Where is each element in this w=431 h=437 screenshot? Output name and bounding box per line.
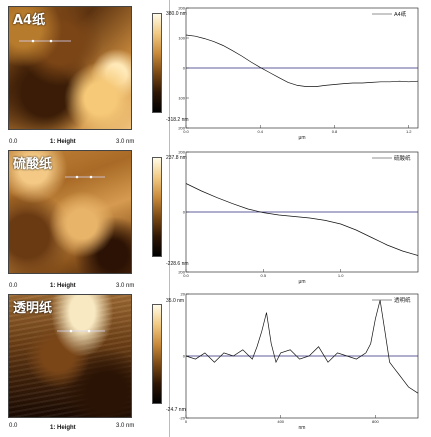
afm-height-image[interactable]: [8, 6, 132, 130]
x-tick-label: 400: [277, 419, 284, 424]
y-tick-label: -200: [178, 126, 186, 131]
afm-height-image[interactable]: [8, 294, 132, 418]
x-tick-label: 0.5: [261, 273, 267, 278]
x-tick-label: 0.4: [257, 129, 263, 134]
x-tick-label: 0.8: [332, 129, 338, 134]
y-tick-label: 20: [181, 292, 186, 297]
height-colorbar: [152, 304, 162, 404]
sample-label: A4纸: [13, 13, 46, 28]
height-colorbar: [152, 157, 162, 257]
x-tick-label: 0.0: [183, 129, 189, 134]
x-tick-label: 0.0: [183, 273, 189, 278]
y-tick-label: 0: [183, 66, 186, 71]
y-tick-label: 100: [178, 36, 185, 41]
x-axis-unit: nm: [299, 425, 306, 431]
afm-channel-label: 1: Height: [50, 425, 76, 431]
x-tick-label: 0: [185, 419, 188, 424]
y-tick-label: 200: [178, 6, 185, 11]
afm-image-frame: 透明纸: [8, 294, 132, 418]
colorbar-max: 35.0 nm: [166, 298, 185, 304]
y-tick-label: 0: [183, 354, 186, 359]
afm-channel-label: 1: Height: [50, 139, 76, 145]
afm-height-image[interactable]: [8, 150, 132, 274]
profile-series-line: [185, 34, 419, 87]
x-axis-unit: μm: [298, 135, 305, 141]
x-tick-label: 1.2: [406, 129, 412, 134]
x-tick-label: 800: [372, 419, 379, 424]
profile-series-line: [185, 183, 419, 256]
afm-axis-start: 0.0: [9, 423, 18, 429]
sample-label: 透明纸: [13, 301, 53, 316]
y-tick-label: -100: [178, 96, 186, 101]
colorbar-max: 380.0 nm: [166, 11, 187, 17]
afm-channel-label: 1: Height: [50, 283, 76, 289]
colorbar-max: 237.8 nm: [166, 155, 187, 161]
profile-line-overlay: [57, 329, 105, 333]
colorbar-min: -318.2 nm: [166, 117, 189, 123]
colorbar-min: -228.6 nm: [166, 261, 189, 267]
legend-label: A4纸: [394, 10, 407, 18]
afm-axis-end: 3.0 nm: [116, 423, 135, 429]
x-axis-unit: μm: [298, 279, 305, 285]
y-tick-label: -200: [178, 270, 186, 275]
profile-series-line: [185, 300, 419, 394]
y-tick-label: 200: [178, 150, 185, 155]
legend-label: 透明纸: [394, 296, 411, 304]
legend-label: 硫酸纸: [394, 154, 411, 162]
colorbar-min: -24.7 nm: [166, 407, 186, 413]
afm-axis-start: 0.0: [9, 139, 18, 145]
profile-line-overlay: [19, 39, 71, 43]
sample-label: 硫酸纸: [13, 157, 53, 172]
x-tick-label: 1.0: [338, 273, 344, 278]
height-colorbar: [152, 13, 162, 113]
y-tick-label: -20: [179, 416, 186, 421]
afm-axis-start: 0.0: [9, 283, 18, 289]
profile-line-overlay: [65, 175, 105, 179]
afm-axis-end: 3.0 nm: [116, 283, 135, 289]
column-divider: [169, 0, 170, 437]
afm-image-frame: 硫酸纸: [8, 150, 132, 274]
afm-image-frame: A4纸: [8, 6, 132, 130]
afm-axis-end: 3.0 nm: [116, 139, 135, 145]
y-tick-label: 0: [183, 210, 186, 215]
